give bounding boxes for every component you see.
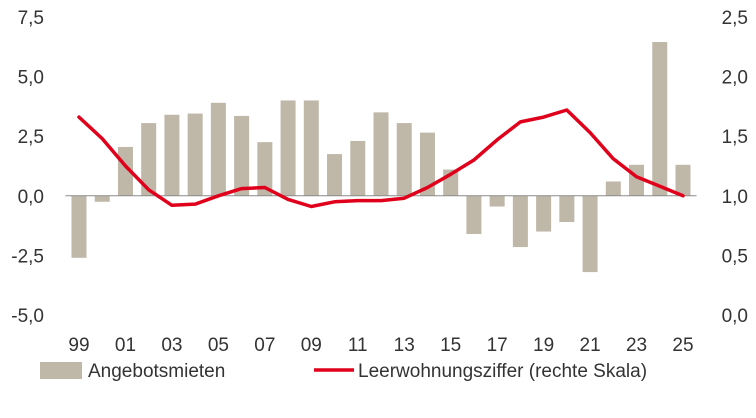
bar-06 [234, 115, 250, 196]
bar-08 [280, 100, 296, 196]
bar-24 [652, 42, 668, 196]
right-tick-label: 1,0 [722, 187, 748, 208]
bar-07 [257, 142, 273, 196]
bar-20 [559, 195, 575, 223]
bar-13 [396, 123, 412, 196]
x-tick-label: 13 [394, 335, 415, 356]
right-tick-label: 0,0 [722, 306, 748, 327]
bar-09 [303, 100, 319, 196]
bar-21 [582, 195, 598, 273]
bar-04 [187, 113, 203, 196]
left-tick-label: 5,0 [18, 68, 44, 89]
left-tick-label: 2,5 [18, 127, 44, 148]
x-tick-label: 25 [672, 335, 693, 356]
bar-16 [466, 195, 482, 234]
x-tick-label: 09 [301, 335, 322, 356]
bar-11 [350, 140, 366, 196]
legend-label-bars: Angebotsmieten [88, 361, 225, 382]
bar-18 [512, 195, 528, 248]
left-axis-ticks: -5,0 -2,5 0,0 2,5 5,0 7,5 [11, 8, 44, 327]
right-tick-label: 2,0 [722, 68, 748, 89]
line-series-leerwohnungsziffer [77, 108, 685, 209]
bar-00 [94, 195, 110, 202]
legend: Angebotsmieten Leerwohnungsziffer (recht… [40, 361, 647, 382]
x-tick-label: 99 [68, 335, 89, 356]
x-tick-label: 19 [533, 335, 554, 356]
x-tick-label: 21 [580, 335, 601, 356]
legend-label-line: Leerwohnungsziffer (rechte Skala) [358, 361, 647, 382]
bar-series-angebotsmieten [71, 42, 691, 273]
bar-25 [675, 164, 691, 196]
bar-17 [489, 195, 505, 207]
bar-10 [327, 154, 343, 196]
x-axis-ticks: 99 01 03 05 07 09 11 13 15 17 19 21 23 25 [68, 335, 693, 356]
legend-swatch-bars [40, 362, 82, 379]
right-tick-label: 0,5 [722, 246, 748, 267]
x-tick-label: 17 [487, 335, 508, 356]
bar-12 [373, 112, 389, 196]
x-tick-label: 23 [626, 335, 647, 356]
x-tick-label: 07 [254, 335, 275, 356]
bar-14 [419, 132, 435, 196]
bar-05 [210, 102, 226, 196]
bar-19 [536, 195, 552, 232]
x-tick-label: 03 [161, 335, 182, 356]
right-tick-label: 2,5 [722, 8, 748, 29]
x-tick-label: 15 [440, 335, 461, 356]
x-tick-label: 05 [208, 335, 229, 356]
left-tick-label: 0,0 [18, 187, 44, 208]
bar-02 [141, 123, 157, 196]
left-tick-label: 7,5 [18, 8, 44, 29]
left-tick-label: -2,5 [11, 246, 44, 267]
bar-99 [71, 195, 87, 258]
x-tick-label: 01 [115, 335, 136, 356]
bar-03 [164, 114, 180, 196]
right-tick-label: 1,5 [722, 127, 748, 148]
x-tick-label: 11 [348, 335, 368, 356]
right-axis-ticks: 0,0 0,5 1,0 1,5 2,0 2,5 [722, 8, 748, 327]
bar-22 [605, 181, 621, 196]
left-tick-label: -5,0 [11, 306, 44, 327]
